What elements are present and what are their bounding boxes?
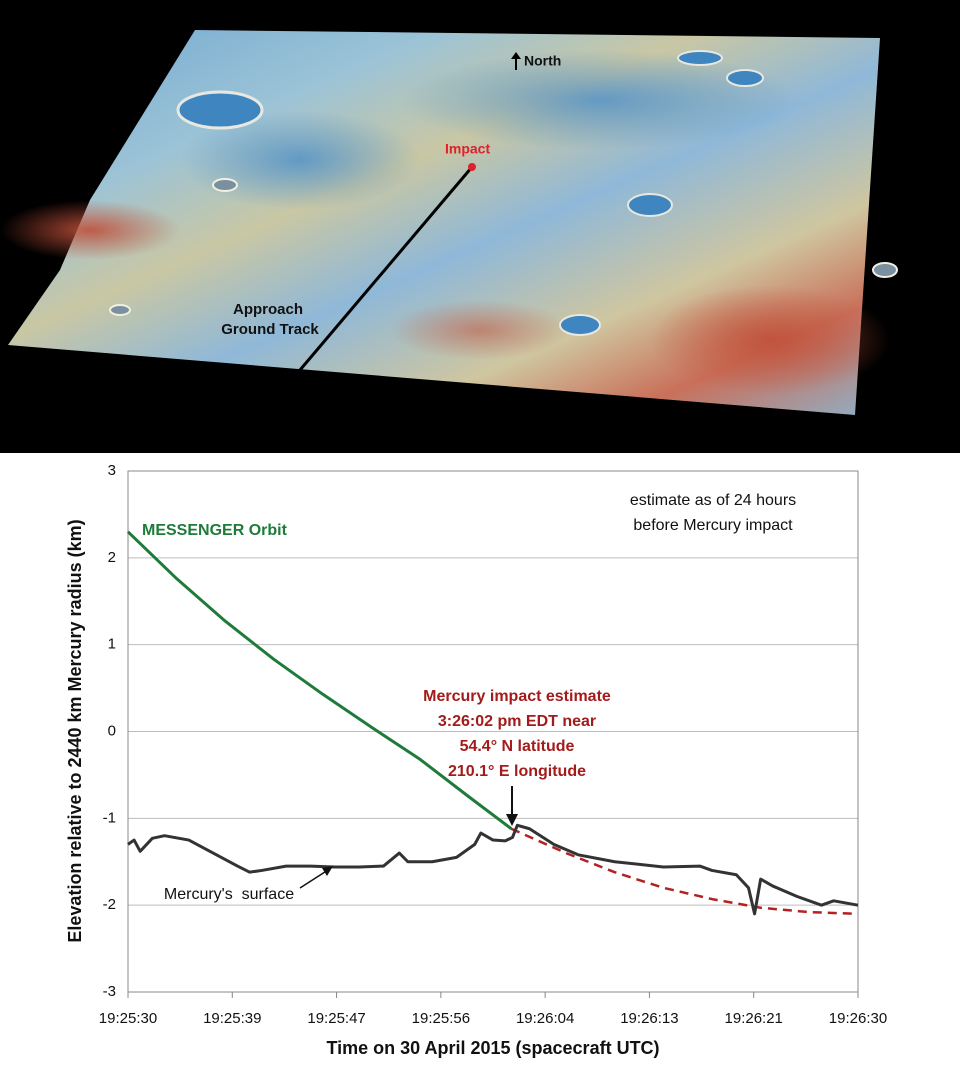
map-label: North: [524, 53, 561, 69]
annotation: 3:26:02 pm EDT near: [438, 713, 596, 730]
y-axis-title: Elevation relative to 2440 km Mercury ra…: [65, 519, 85, 942]
terrain-map: [0, 30, 898, 415]
series-line: [127, 823, 859, 916]
annotation: 54.4° N latitude: [460, 738, 575, 755]
x-tick-label: 19:25:30: [99, 1010, 157, 1027]
series-label: Mercury's surface: [164, 886, 294, 903]
annotation-arrow: [299, 869, 329, 889]
annotation: 210.1° E longitude: [448, 763, 586, 780]
y-tick-label: 0: [108, 722, 116, 739]
x-tick-label: 19:26:30: [829, 1010, 887, 1027]
x-tick-label: 19:25:39: [203, 1010, 261, 1027]
annotation-arrowhead: [506, 814, 518, 826]
x-tick-label: 19:26:13: [620, 1010, 678, 1027]
annotation: estimate as of 24 hours: [630, 492, 796, 509]
map-label: Impact: [445, 141, 490, 157]
y-tick-label: 1: [108, 636, 116, 653]
plot-border: [127, 470, 859, 993]
y-tick-label: 3: [108, 462, 116, 479]
series-line: [126, 530, 513, 830]
x-axis-title: Time on 30 April 2015 (spacecraft UTC): [326, 1038, 659, 1058]
annotation: before Mercury impact: [633, 517, 793, 534]
annotation: Mercury impact estimate: [423, 688, 611, 705]
series-label: MESSENGER Orbit: [142, 522, 288, 539]
annotation-arrowhead: [322, 866, 333, 876]
x-tick-label: 19:26:04: [516, 1010, 574, 1027]
x-tick-label: 19:26:21: [725, 1010, 783, 1027]
y-tick-label: -1: [103, 809, 116, 826]
map-label: Approach: [233, 301, 303, 318]
map-label: Ground Track: [221, 321, 319, 338]
y-tick-label: 2: [108, 549, 116, 566]
x-tick-label: 19:25:56: [412, 1010, 470, 1027]
x-tick-label: 19:25:47: [307, 1010, 365, 1027]
y-tick-label: -3: [103, 983, 116, 1000]
series-line: [510, 827, 859, 916]
y-tick-label: -2: [103, 896, 116, 913]
